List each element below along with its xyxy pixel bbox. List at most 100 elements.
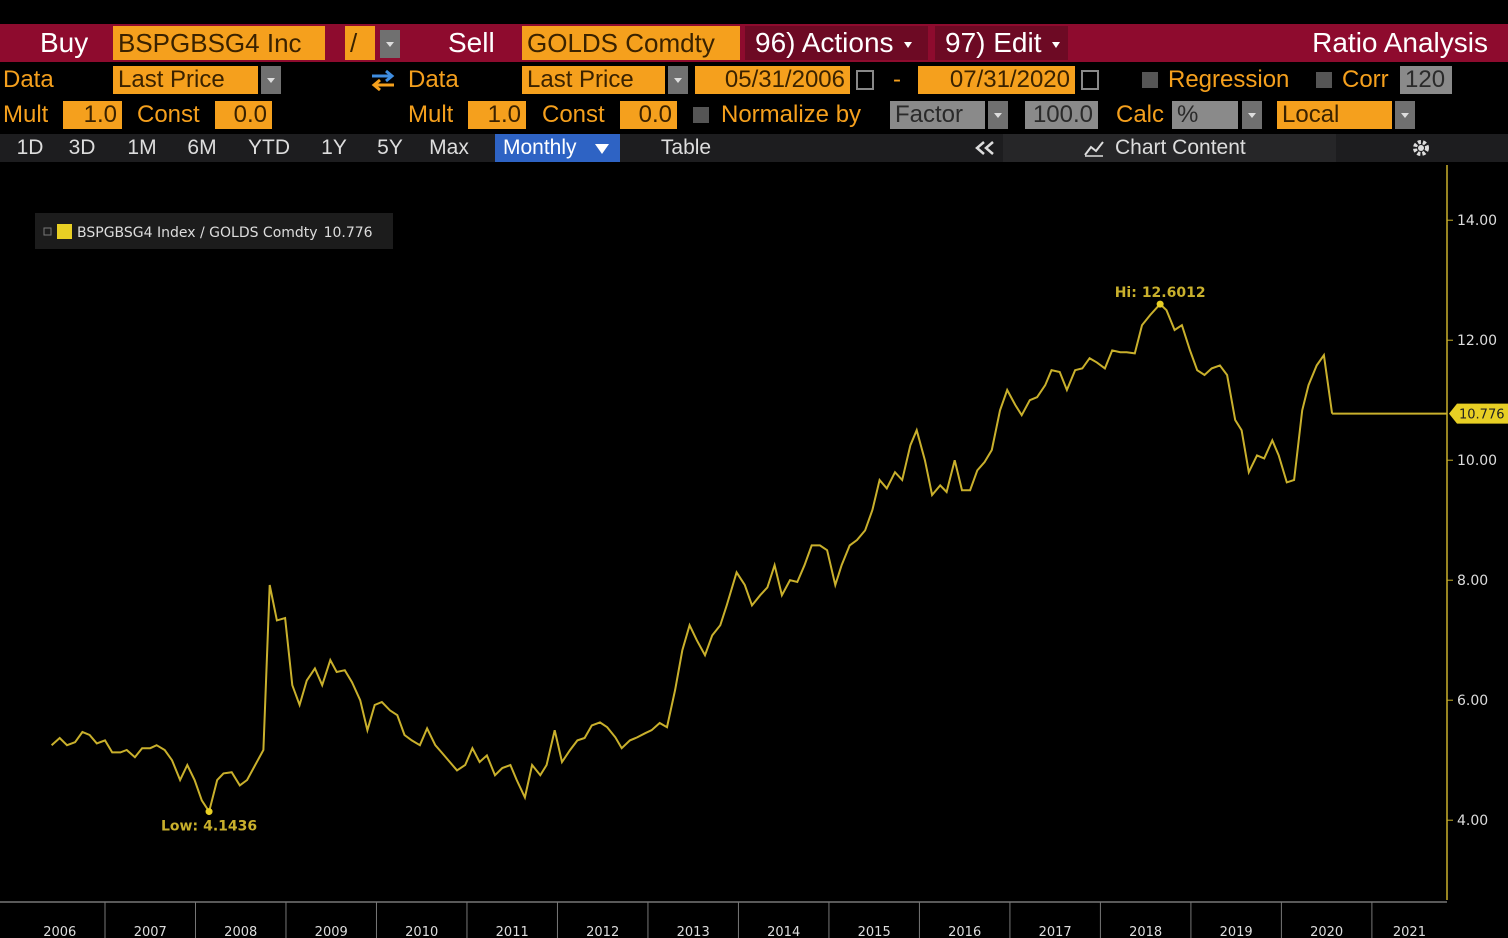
normalize-label: Normalize by [721,101,862,128]
calendar-icon[interactable] [1081,70,1099,90]
sell-ticker[interactable]: GOLDS Comdty [522,26,740,60]
period-tab[interactable]: 1Y [321,136,347,159]
const-input[interactable]: 0.0 [215,101,272,129]
y-tick-label: 6.00 [1457,693,1488,709]
period-tab[interactable]: Max [429,136,469,159]
frequency-tab[interactable]: Monthly [495,134,620,162]
start-date[interactable]: 05/31/2006 [695,66,850,94]
mult-input[interactable]: 1.0 [63,101,122,129]
settings-icon[interactable] [1411,138,1431,158]
page-title: Ratio Analysis [1312,27,1488,58]
extreme-label-text: Hi: [1115,285,1137,301]
extreme-marker [1156,300,1164,308]
series-line [50,302,1334,815]
actions-button[interactable]: 96) Actions [745,26,928,60]
period-tab[interactable]: 3D [68,136,96,159]
extreme-label-value: 4.1436 [203,819,257,835]
x-tick-label: 2006 [43,925,76,938]
y-tick-label: 12.00 [1457,333,1497,349]
legend-swatch [57,224,72,239]
chart-content-button[interactable]: Chart Content [1003,134,1336,162]
period-tab[interactable]: 1M [127,136,157,159]
edit-button[interactable]: 97) Edit [935,26,1068,60]
checkbox[interactable] [1316,72,1332,88]
period-tab[interactable]: YTD [248,136,290,159]
calc-select[interactable]: % [1172,101,1238,129]
x-tick-label: 2017 [1039,925,1072,938]
calendar-icon[interactable] [856,70,874,90]
x-tick-label: 2010 [405,925,438,938]
extreme-label-value: 12.6012 [1142,285,1206,301]
extreme-marker [205,808,213,816]
data-row: Data Last Price Data Last Price 05/31/20… [0,65,1508,95]
table-tab[interactable]: Table [660,136,712,159]
date-separator: - [893,66,901,93]
caret [903,41,912,48]
extreme-label: Low: 4.1436 [161,819,257,835]
y-tick-label: 4.00 [1457,813,1488,829]
caret [595,144,609,154]
caret [1051,41,1060,48]
x-tick-label: 2014 [767,925,800,938]
field-select[interactable]: Last Price [522,66,665,94]
checkbox[interactable] [1142,72,1158,88]
x-tick-label: 2011 [496,925,529,938]
dropdown[interactable] [668,66,688,94]
x-tick-label: 2016 [948,925,981,938]
collapse-icon[interactable] [974,140,996,156]
legend-value: 10.776 [324,225,373,241]
edit-label: 97) Edit [945,27,1042,58]
period-tab[interactable]: 1D [16,136,44,159]
currency-select[interactable]: Local [1277,101,1392,129]
dropdown[interactable] [1242,101,1262,129]
buy-ticker[interactable]: BSPGBSG4 Inc [113,26,325,60]
mult-row: Mult 1.0 Const 0.0 Mult 1.0 Const 0.0 No… [0,100,1508,130]
chart-content-label: Chart Content [1115,136,1246,159]
const-input[interactable]: 0.0 [620,101,677,129]
operator-dropdown[interactable] [380,30,400,58]
legend-label: BSPGBSG4 Index / GOLDS Comdty 10.776 [77,225,373,241]
const-label: Const [137,101,200,128]
y-tick-label: 8.00 [1457,573,1488,589]
frequency-label: Monthly [503,136,577,159]
dropdown[interactable] [261,66,281,94]
end-date[interactable]: 07/31/2020 [918,66,1075,94]
legend-name: BSPGBSG4 Index / GOLDS Comdty [77,225,318,241]
factor-input[interactable]: 100.0 [1025,101,1098,129]
dropdown[interactable] [988,101,1008,129]
swap-icon[interactable] [368,69,398,91]
const-label: Const [542,101,605,128]
mult-label: Mult [408,101,454,128]
x-tick-label: 2015 [858,925,891,938]
x-tick-label: 2013 [677,925,710,938]
regression-label: Regression [1168,66,1290,93]
mult-input[interactable]: 1.0 [468,101,526,129]
corr-window[interactable]: 120 [1400,66,1452,94]
operator[interactable]: / [345,26,375,60]
extreme-label-text: Low: [161,819,198,835]
extreme-label: Hi: 12.6012 [1115,285,1206,301]
data-label: Data [3,66,54,93]
legend-box [35,213,393,249]
x-tick-label: 2008 [224,925,257,938]
data-label: Data [408,66,459,93]
buy-label: Buy [40,27,89,58]
mult-label: Mult [3,101,49,128]
x-tick-label: 2020 [1310,925,1343,938]
period-tab[interactable]: 5Y [377,136,403,159]
field-select[interactable]: Last Price [113,66,258,94]
normalize-select[interactable]: Factor [890,101,985,129]
last-value-label: 10.776 [1459,408,1505,423]
y-tick-label: 14.00 [1457,213,1497,229]
checkbox[interactable] [693,107,709,123]
dropdown[interactable] [1395,101,1415,129]
last-value-tag [1449,403,1508,424]
period-tab[interactable]: 6M [187,136,217,159]
legend-icon [43,227,52,236]
sell-label: Sell [448,27,495,58]
x-tick-label: 2009 [315,925,348,938]
x-tick-label: 2018 [1129,925,1162,938]
x-tick-label: 2021 [1393,925,1426,938]
